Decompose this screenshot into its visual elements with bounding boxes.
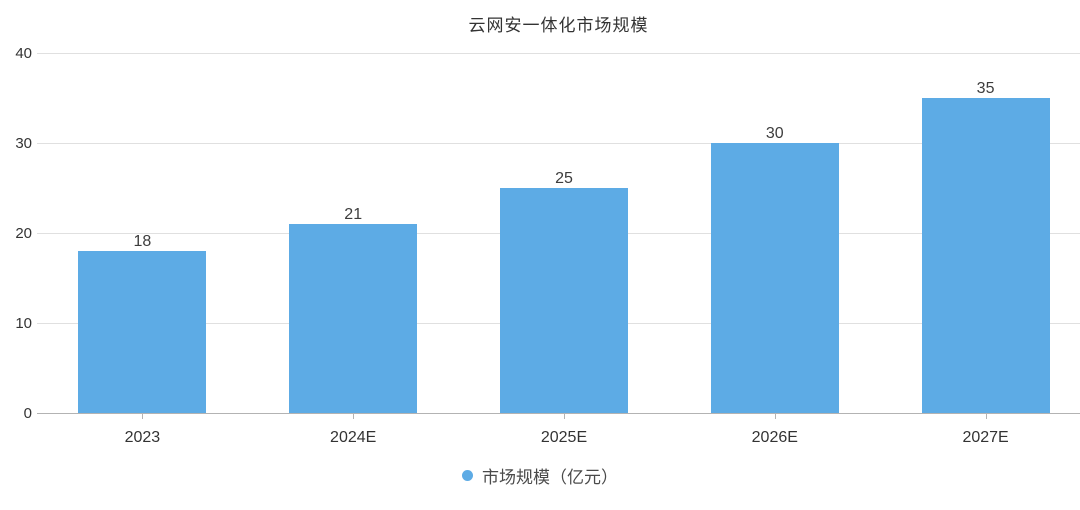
x-tick-label: 2026E: [751, 429, 798, 446]
y-tick-label: 0: [23, 405, 32, 422]
bar-value-label: 18: [133, 233, 152, 250]
x-tick-label: 2025E: [540, 429, 588, 446]
legend-marker-icon: [462, 470, 473, 481]
x-axis-tick: [774, 413, 776, 419]
category-slot: 30 2026E: [669, 53, 880, 446]
x-tick-label: 2027E: [962, 429, 1009, 446]
bar-value-label: 30: [765, 125, 784, 142]
bar: [499, 188, 628, 413]
x-tick-label: 2024E: [330, 429, 377, 446]
y-tick-label: 30: [15, 135, 32, 152]
x-tick-label: 2023: [124, 429, 161, 446]
gridline: [37, 53, 1080, 54]
chart-title: 云网安一体化市场规模: [468, 16, 649, 35]
category-slot: 21 2024E: [248, 53, 459, 446]
plot-area: 18 2023 21 2024E 25 2025E 30 2026E 35 2027E: [37, 53, 1080, 446]
x-axis-tick: [353, 413, 355, 419]
bar-value-label: 21: [344, 206, 363, 223]
bar: [78, 251, 207, 413]
category-slot: 35 2027E: [880, 53, 1080, 446]
bar-value-label: 35: [976, 80, 995, 97]
bar: [710, 143, 839, 413]
category-slot: 25 2025E: [459, 53, 670, 446]
gridline: [37, 143, 1080, 144]
x-axis-tick: [985, 413, 987, 419]
y-tick-label: 40: [15, 45, 32, 62]
x-axis-tick: [142, 413, 144, 419]
bar-value-label: 25: [555, 170, 573, 187]
y-tick-label: 20: [15, 225, 32, 242]
legend-label: 市场规模（亿元）: [482, 468, 618, 487]
x-axis-line: [37, 413, 1080, 414]
x-axis-tick: [563, 413, 565, 419]
legend: 市场规模（亿元）: [0, 463, 1080, 488]
bar: [289, 224, 418, 413]
bar: [921, 98, 1050, 413]
category-slot: 18 2023: [37, 53, 248, 446]
y-tick-label: 10: [15, 315, 32, 332]
